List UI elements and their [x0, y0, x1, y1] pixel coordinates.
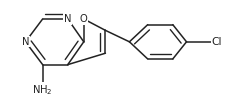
Text: N: N [22, 37, 29, 47]
Text: Cl: Cl [212, 37, 222, 47]
Text: O: O [80, 14, 88, 24]
Text: N: N [64, 14, 72, 24]
Text: NH$_2$: NH$_2$ [32, 83, 53, 97]
